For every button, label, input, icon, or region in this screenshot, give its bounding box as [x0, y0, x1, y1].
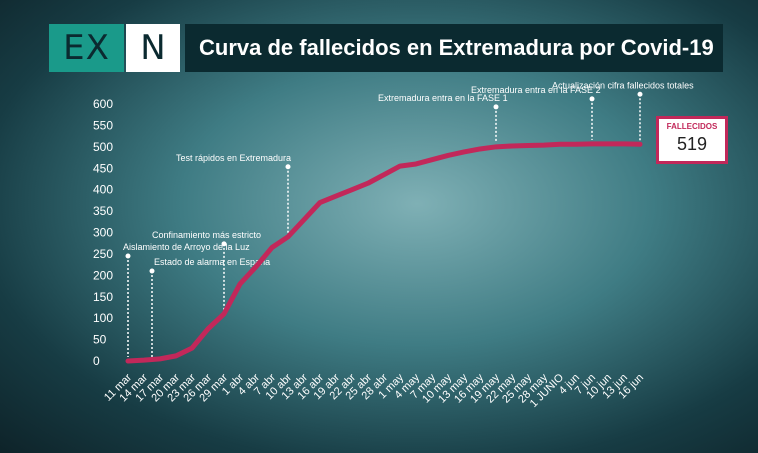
- annotation-dot: [221, 241, 227, 247]
- y-tick-label: 200: [93, 268, 113, 282]
- annotation-label: Extremadura entra en la FASE 1: [378, 93, 508, 103]
- annotation-dot: [125, 253, 131, 259]
- page-title: Curva de fallecidos en Extremadura por C…: [185, 24, 723, 72]
- deaths-total-label: FALLECIDOS: [666, 122, 718, 131]
- annotation-dot: [285, 164, 291, 170]
- y-tick-label: 100: [93, 311, 113, 325]
- y-tick-label: 600: [93, 97, 113, 111]
- annotation-dot: [493, 104, 499, 110]
- annotation-label: Extremadura entra en la FASE 2: [471, 85, 601, 95]
- y-tick-label: 150: [93, 290, 113, 304]
- y-tick-label: 350: [93, 204, 113, 218]
- deaths-total-box: FALLECIDOS 519: [656, 116, 728, 164]
- y-tick-label: 250: [93, 247, 113, 261]
- logo-ex: EX: [49, 24, 124, 72]
- y-tick-label: 500: [93, 140, 113, 154]
- y-tick-label: 0: [93, 354, 100, 368]
- annotation-label: Confinamiento más estricto: [152, 230, 261, 240]
- annotation-dot: [149, 268, 155, 274]
- logo-n: N: [126, 24, 180, 72]
- annotation-label: Actualización cifra fallecidos totales: [552, 80, 694, 90]
- annotation-label: Test rápidos en Extremadura: [176, 153, 291, 163]
- y-tick-label: 400: [93, 183, 113, 197]
- deaths-total-value: 519: [676, 134, 708, 154]
- y-tick-label: 50: [93, 333, 107, 347]
- annotation-dot: [589, 96, 595, 102]
- annotation-dot: [637, 91, 643, 97]
- y-tick-label: 550: [93, 118, 113, 132]
- series-line: [125, 141, 643, 364]
- annotation-label: Aislamiento de Arroyo de la Luz: [123, 242, 250, 252]
- annotation-label: Estado de alarma en España: [154, 257, 270, 267]
- y-tick-label: 450: [93, 161, 113, 175]
- y-tick-label: 300: [93, 226, 113, 240]
